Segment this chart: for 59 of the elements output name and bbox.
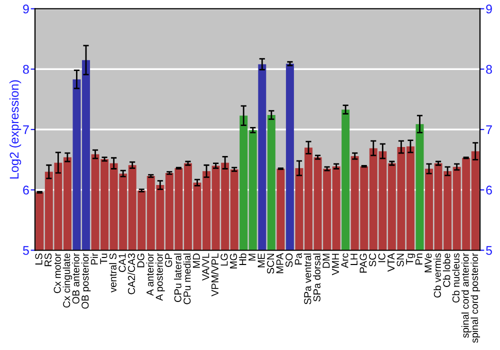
- x-tick-label: PAG: [360, 254, 367, 273]
- x-tick-label: Cb lobe: [442, 253, 450, 287]
- x-tick-label: CPu lateral: [174, 254, 182, 302]
- x-tick-label: A posterior: [155, 253, 165, 301]
- x-tick-label: SPa dorsal: [313, 254, 320, 302]
- y2-tick-label: 6: [486, 186, 492, 195]
- y-tick-label: 8: [23, 64, 29, 74]
- x-tick-label: Pir: [90, 253, 98, 264]
- x-tick-label: SO: [286, 254, 293, 268]
- x-tick-label: spinal cord posterior: [470, 253, 480, 343]
- x-tick-label: DM: [322, 254, 330, 268]
- y-tick-label: 9: [23, 4, 29, 14]
- x-tick-label: Cx cingulate: [62, 253, 72, 308]
- x-tick-label: SC: [368, 253, 376, 266]
- x-tick-label: Pa: [294, 253, 302, 264]
- x-tick-label: RS: [44, 253, 52, 266]
- x-tick-label: Cx motor: [54, 253, 61, 294]
- x-tick-label: LH: [350, 254, 358, 265]
- y-axis-title: Log2 (expression): [9, 80, 22, 178]
- x-tick-label: Cb nucleus: [452, 253, 460, 303]
- x-tick-label: A anterior: [146, 253, 154, 296]
- x-tick-label: SPa ventral: [304, 254, 312, 304]
- y-tick-label: 5: [22, 246, 29, 255]
- y2-tick-label: 8: [486, 64, 492, 74]
- x-tick-label: GP: [165, 254, 172, 267]
- x-tick-label: LS: [35, 253, 42, 264]
- y2-tick-label: 7: [486, 125, 492, 134]
- y2-tick-label: 9: [486, 4, 492, 14]
- x-tick-label: MD: [192, 254, 200, 268]
- x-tick-label: VMH: [332, 254, 339, 276]
- x-tick-label: IC: [378, 253, 386, 262]
- x-tick-label: LG: [220, 254, 228, 266]
- y-tick-label: 7: [23, 125, 29, 134]
- x-tick-label: Hb: [238, 253, 246, 265]
- x-tick-label: VA/VL: [202, 253, 210, 281]
- x-tick-label: SN: [396, 254, 404, 266]
- x-tick-label: Tu: [100, 254, 108, 264]
- x-tick-label: ME: [258, 253, 265, 268]
- y-tick-label: 6: [23, 186, 29, 195]
- x-tick-label: spinal cord anterior: [461, 253, 471, 338]
- x-tick-label: MVe: [424, 253, 432, 272]
- x-tick-label: CPu medial: [183, 254, 191, 304]
- x-tick-label: Arc: [341, 253, 348, 268]
- x-tick-label: OB posterior: [81, 253, 91, 309]
- x-tick-label: DG: [137, 254, 144, 268]
- x-tick-label: VTA: [388, 253, 395, 272]
- x-tick-label: Cb vermis: [434, 253, 441, 298]
- x-tick-label: MPA: [276, 253, 284, 274]
- x-tick-label: SCN: [267, 254, 274, 274]
- x-tick-label: M: [248, 254, 256, 261]
- x-tick-label: Tg: [406, 254, 416, 264]
- x-tick-label: VPM/VPL: [211, 253, 218, 296]
- x-tick-label: Pn: [415, 254, 422, 264]
- x-tick-label: OB anterior: [72, 253, 80, 304]
- y2-tick-label: 5: [486, 246, 492, 255]
- x-tick-label: MG: [230, 254, 238, 268]
- x-tick-label: CA1: [118, 254, 126, 272]
- x-tick-label: ventral S: [109, 253, 116, 292]
- x-tick-label: CA2/CA3: [128, 253, 136, 294]
